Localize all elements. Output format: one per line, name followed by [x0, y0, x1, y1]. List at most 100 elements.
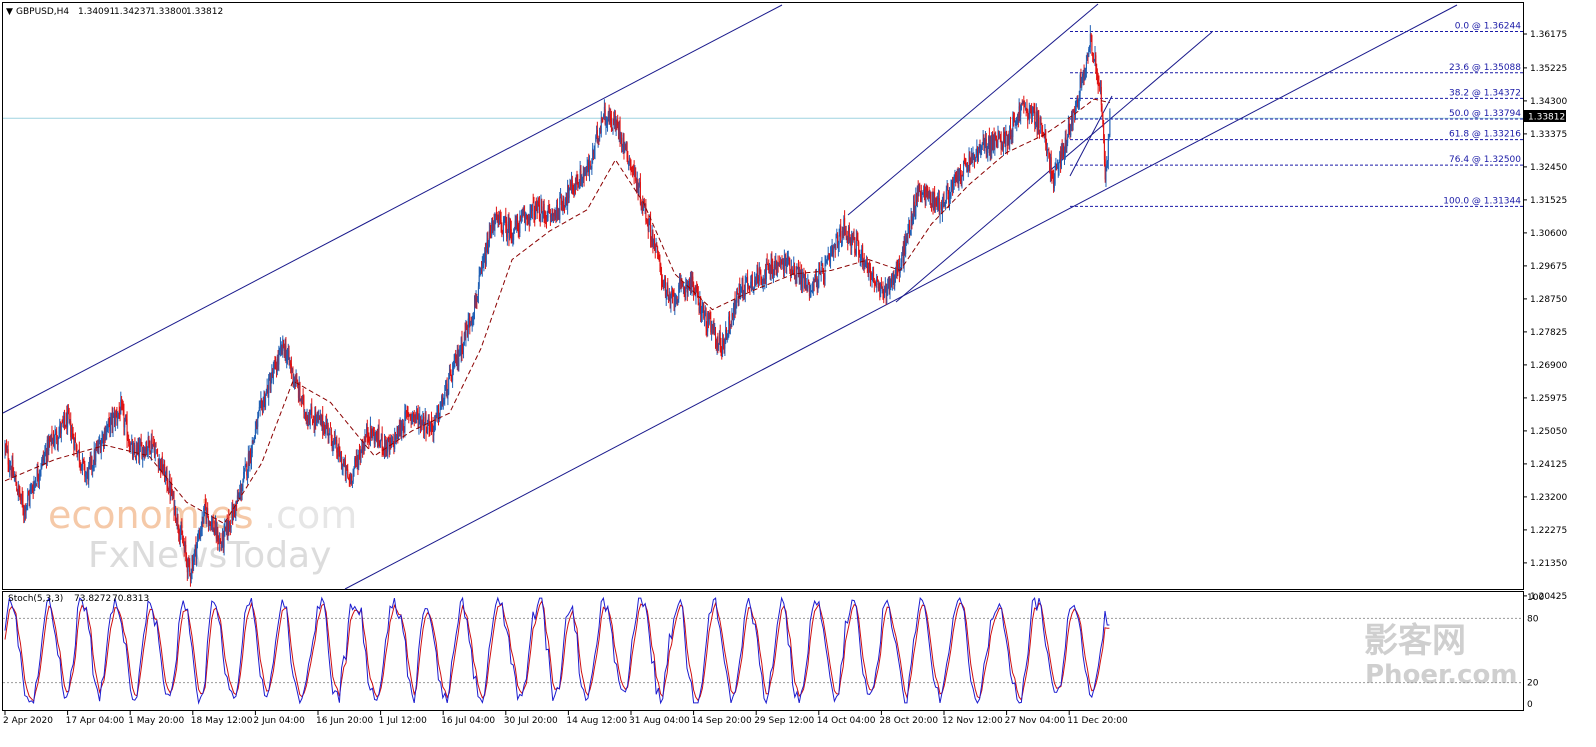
- candle-body: [448, 378, 450, 394]
- candle-body: [1047, 149, 1049, 151]
- candle-body: [819, 268, 821, 272]
- candle-body: [107, 426, 109, 430]
- candle-body: [561, 207, 563, 212]
- candle-body: [833, 244, 835, 248]
- candle-body: [380, 433, 382, 439]
- candle-body: [341, 464, 343, 468]
- channel-lines[interactable]: [2, 3, 1458, 590]
- candle-body: [1068, 126, 1070, 128]
- candle-body: [1075, 100, 1077, 104]
- candle-body: [916, 185, 918, 201]
- candle-body: [783, 262, 785, 272]
- candle-body: [1020, 105, 1022, 109]
- candle-body: [383, 448, 385, 450]
- candle-body: [880, 284, 882, 297]
- candle-body: [807, 282, 809, 289]
- candle-body: [477, 296, 479, 299]
- candle-body: [171, 494, 173, 497]
- candle-body: [7, 449, 9, 465]
- channel-line[interactable]: [2, 4, 783, 414]
- channel-line[interactable]: [1069, 95, 1113, 177]
- candle-body: [1090, 33, 1092, 38]
- candle-body: [492, 223, 494, 233]
- candle-body: [653, 241, 655, 249]
- channel-line[interactable]: [895, 31, 1213, 303]
- candle-body: [888, 276, 890, 291]
- candle-body: [739, 285, 741, 294]
- candle-body: [140, 441, 142, 447]
- candle-body: [138, 446, 140, 458]
- candle-body: [819, 272, 821, 274]
- candle-body: [507, 221, 509, 229]
- candle-body: [1089, 33, 1091, 48]
- candle-body: [227, 520, 229, 537]
- candle-body: [178, 526, 180, 535]
- candle-body: [359, 451, 361, 458]
- candle-body: [414, 415, 416, 418]
- candle-body: [662, 281, 664, 288]
- candle-body: [846, 238, 848, 240]
- fib-level-label: 76.4 @ 1.32500: [1449, 155, 1521, 165]
- candle-body: [231, 507, 233, 524]
- price-tick-label: 1.21350: [1530, 559, 1567, 569]
- candle-body: [33, 482, 35, 492]
- candle-body: [603, 106, 605, 118]
- candle-body: [1035, 121, 1037, 124]
- price-tick-label: 1.36175: [1530, 30, 1567, 40]
- candle-body: [437, 406, 439, 415]
- candle-body: [712, 324, 714, 328]
- chart-menu-icon[interactable]: ▼: [6, 7, 13, 17]
- candle-body: [15, 475, 17, 486]
- candle-body: [120, 399, 122, 415]
- candle-body: [1024, 107, 1026, 109]
- candle-body: [366, 427, 368, 438]
- candle-body: [38, 476, 40, 480]
- candle-body: [141, 446, 143, 460]
- candle-body: [325, 423, 327, 436]
- candle-body: [94, 450, 96, 462]
- candle-body: [276, 368, 278, 372]
- candle-body: [75, 443, 77, 451]
- candle-body: [56, 440, 58, 443]
- candle-body: [800, 271, 802, 282]
- candle-body: [748, 285, 750, 289]
- candle-body: [1056, 165, 1058, 168]
- candle-body: [625, 145, 627, 149]
- candle-body: [202, 517, 204, 524]
- candle-body: [436, 413, 438, 415]
- channel-line[interactable]: [344, 4, 1458, 590]
- fibonacci-retracement[interactable]: 0.0 @ 1.36244 23.6 @ 1.35088 38.2 @ 1.3437…: [1070, 22, 1523, 207]
- candle-body: [268, 377, 270, 398]
- candle-body: [693, 282, 695, 293]
- candle-body: [442, 402, 444, 409]
- candle-body: [396, 427, 398, 439]
- channel-line[interactable]: [847, 3, 1099, 216]
- candle-body: [362, 442, 364, 453]
- candle-body: [108, 418, 110, 420]
- candle-body: [905, 238, 907, 254]
- candle-body: [740, 290, 742, 292]
- candle-body: [909, 232, 911, 235]
- candle-body: [169, 480, 171, 496]
- candle-body: [869, 267, 871, 282]
- candle-body: [182, 535, 184, 543]
- candle-body: [477, 286, 479, 295]
- candle-body: [647, 222, 649, 231]
- candle-body: [179, 534, 181, 540]
- candle-body: [753, 287, 755, 289]
- candle-body: [273, 364, 275, 369]
- candle-body: [434, 422, 436, 429]
- candle-body: [336, 439, 338, 453]
- candle-body: [999, 134, 1001, 139]
- candle-body: [97, 448, 99, 450]
- candle-body: [351, 480, 353, 483]
- candle-body: [884, 287, 886, 294]
- candle-body: [920, 191, 922, 196]
- candle-body: [613, 119, 615, 124]
- candle-body: [1059, 151, 1061, 161]
- candle-body: [576, 176, 578, 184]
- candle-body: [766, 262, 768, 264]
- candle-body: [690, 279, 692, 289]
